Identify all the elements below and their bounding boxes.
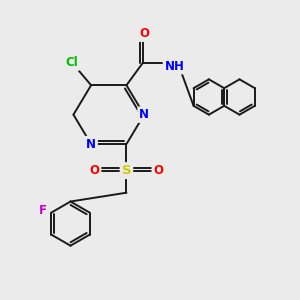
Text: N: N — [139, 108, 149, 121]
Text: O: O — [90, 164, 100, 177]
Text: Cl: Cl — [66, 56, 78, 69]
Text: S: S — [122, 164, 131, 177]
Text: N: N — [86, 138, 96, 151]
Text: NH: NH — [164, 60, 184, 73]
Text: F: F — [39, 204, 47, 217]
Text: O: O — [139, 27, 149, 40]
Text: O: O — [153, 164, 163, 177]
